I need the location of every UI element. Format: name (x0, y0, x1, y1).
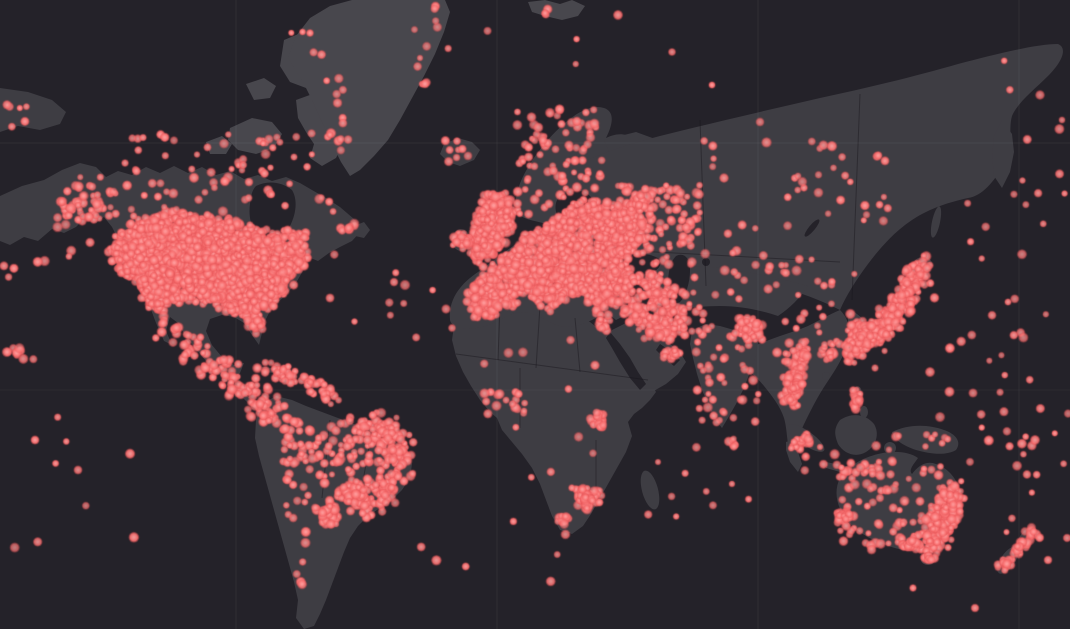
data-points-layer (0, 0, 1070, 629)
world-dot-map (0, 0, 1070, 629)
